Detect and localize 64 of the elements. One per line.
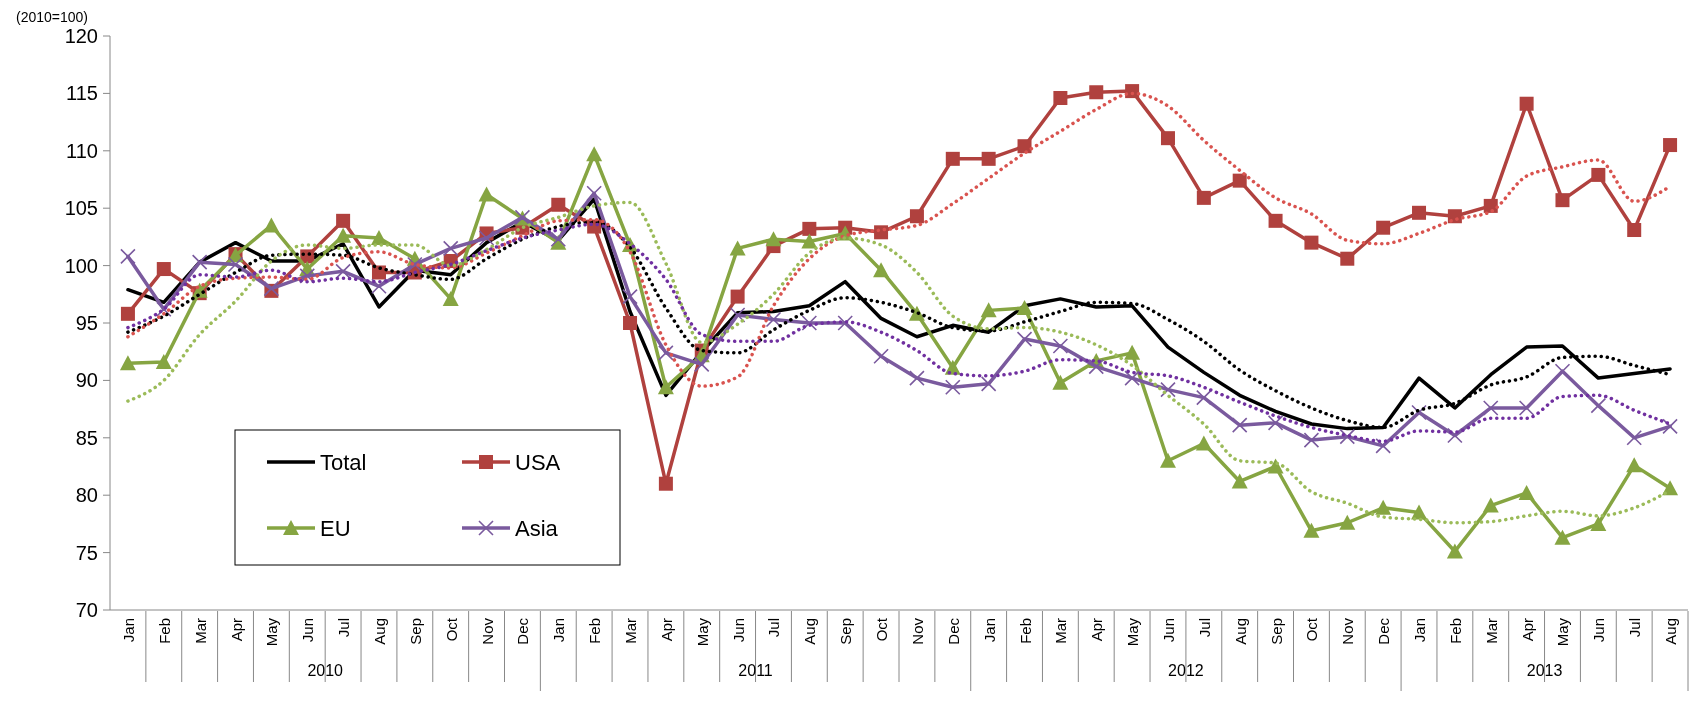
x-tick-label: May xyxy=(263,617,281,647)
y-tick-label: 100 xyxy=(64,254,98,277)
x-tick-label: Nov xyxy=(908,617,926,645)
x-tick-label: Dec xyxy=(944,617,962,645)
x-tick-label: Oct xyxy=(873,617,891,642)
x-tick-label: Apr xyxy=(227,618,245,642)
text: 2013 xyxy=(1526,662,1563,679)
text: 2010 xyxy=(307,662,344,679)
legend-label: EU xyxy=(320,515,351,541)
y-tick-label: 75 xyxy=(75,541,98,564)
x-tick-label: Jan xyxy=(550,618,568,643)
y-tick-label: 95 xyxy=(75,312,98,334)
x-tick-label: Mar xyxy=(191,618,209,644)
x-tick-label: Jun xyxy=(299,618,317,643)
x-tick-label: Apr xyxy=(657,618,675,642)
y-tick-label: 115 xyxy=(66,82,98,105)
y-tick-label: 90 xyxy=(75,369,98,392)
x-tick-label: Mar xyxy=(1482,618,1500,644)
x-tick-label: Dec xyxy=(514,617,532,645)
x-tick-label: Jan xyxy=(1411,618,1429,643)
x-tick-label: Aug xyxy=(801,618,819,645)
text: 2011 xyxy=(738,662,773,679)
x-tick-label: Sep xyxy=(1267,618,1285,645)
x-tick-label: Aug xyxy=(1231,618,1249,645)
x-tick-label: Mar xyxy=(1052,618,1070,644)
x-tick-label: Jun xyxy=(1590,618,1608,643)
x-tick-label: Jul xyxy=(1626,618,1644,638)
x-tick-label: Feb xyxy=(155,618,173,644)
y-tick-label: 80 xyxy=(75,484,98,507)
y-tick-label: 110 xyxy=(66,139,98,162)
text: 2012 xyxy=(1168,662,1204,679)
x-tick-label: Jan xyxy=(980,618,998,643)
y-tick-label: 105 xyxy=(64,197,98,220)
x-tick-label: Oct xyxy=(442,617,460,642)
x-tick-label: Feb xyxy=(1016,618,1034,644)
legend-label: Total xyxy=(320,449,367,475)
x-tick-label: May xyxy=(693,617,711,647)
x-tick-label: Jul xyxy=(765,618,783,638)
x-tick-label: Aug xyxy=(370,618,388,645)
x-tick-label: Feb xyxy=(1446,618,1464,644)
x-tick-label: Apr xyxy=(1088,618,1106,642)
legend-label: USA xyxy=(515,449,561,475)
x-tick-label: Jul xyxy=(335,618,353,638)
x-tick-label: Jun xyxy=(1159,618,1177,643)
y-tick-label: 70 xyxy=(75,599,98,621)
y-tick-label: 120 xyxy=(64,25,98,47)
x-tick-label: Dec xyxy=(1375,617,1393,645)
legend-label: Asia xyxy=(515,515,559,541)
x-tick-label: Jun xyxy=(729,618,747,643)
y-axis-title: (2010=100) xyxy=(16,9,89,25)
x-tick-label: Jan xyxy=(119,618,137,643)
x-tick-label: Sep xyxy=(406,618,424,645)
x-tick-label: Nov xyxy=(1339,617,1357,645)
x-tick-label: Sep xyxy=(837,618,855,645)
x-tick-label: May xyxy=(1554,617,1572,647)
x-tick-label: Mar xyxy=(622,618,640,644)
y-tick-label: 85 xyxy=(75,426,98,449)
x-tick-label: Nov xyxy=(478,617,496,645)
x-tick-label: May xyxy=(1124,617,1142,647)
x-tick-label: Jul xyxy=(1195,618,1213,638)
x-tick-label: Oct xyxy=(1303,617,1321,642)
x-tick-label: Apr xyxy=(1518,618,1536,642)
x-tick-label: Feb xyxy=(586,618,604,644)
x-tick-label: Aug xyxy=(1662,618,1680,645)
